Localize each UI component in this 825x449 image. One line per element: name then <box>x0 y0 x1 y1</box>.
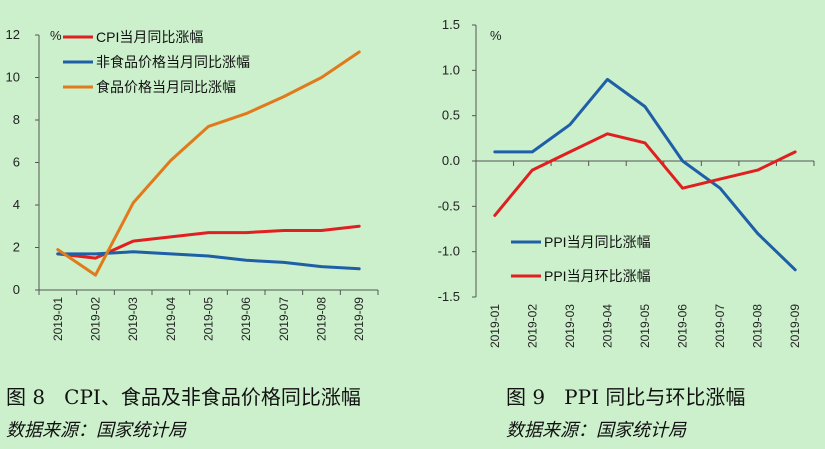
x-tick-label: 2019-05 <box>638 304 652 348</box>
series-line-3 <box>56 50 361 277</box>
y-tick-label: 0 <box>13 282 20 297</box>
x-tick-label: 2019-02 <box>525 304 539 348</box>
y-tick-label: 1.0 <box>442 62 460 77</box>
ppi-chart-panel: 1.5 1.0 0.5 0.0 -0.5 -1.0 -1.5 2019-01 2019-02 20… <box>430 0 825 380</box>
x-tick-label: 2019-08 <box>751 304 765 348</box>
x-tick-label: 2019-01 <box>488 304 502 348</box>
x-tick-label: 2019-03 <box>126 297 140 341</box>
legend-label-2: PPI当月环比涨幅 <box>544 268 651 284</box>
y-unit-label: % <box>490 28 502 43</box>
y-tick-label: 4 <box>13 197 20 212</box>
y-unit-label: % <box>50 28 62 43</box>
x-tick-label: 2019-02 <box>89 297 103 341</box>
x-tick-label: 2019-09 <box>352 297 366 341</box>
legend-label-1: PPI当月同比涨幅 <box>544 234 651 250</box>
legend-label-3: 食品价格当月同比涨幅 <box>96 79 236 95</box>
figure-8-source: 数据来源：国家统计局 <box>6 420 186 441</box>
x-tick-label: 2019-07 <box>277 297 291 341</box>
y-tick-label: -1.0 <box>438 244 460 259</box>
y-tick-label: 6 <box>13 155 20 170</box>
figure-9-caption: 图 9 PPI 同比与环比涨幅 <box>506 385 746 409</box>
legend-label-1: CPI当月同比涨幅 <box>96 29 203 45</box>
y-tick-label: 8 <box>13 112 20 127</box>
x-tick-label: 2019-07 <box>713 304 727 348</box>
x-tick-label: 2019-06 <box>239 297 253 341</box>
x-tick-label: 2019-08 <box>315 297 329 341</box>
figure-9-source: 数据来源：国家统计局 <box>506 420 686 441</box>
ppi-line-chart: 1.5 1.0 0.5 0.0 -0.5 -1.0 -1.5 2019-01 2019-02 20… <box>438 17 815 348</box>
x-tick-label: 2019-01 <box>51 297 65 341</box>
x-tick-label: 2019-09 <box>788 304 802 348</box>
x-tick-label: 2019-03 <box>563 304 577 348</box>
cpi-chart-panel: 0 2 4 6 8 10 12 2019-01 2019-02 2019-03 2019-04 201… <box>0 0 430 380</box>
y-tick-label: 10 <box>6 70 20 85</box>
y-tick-label: 1.5 <box>442 17 460 32</box>
y-tick-label: -1.5 <box>438 289 460 304</box>
series-line-1 <box>493 77 797 272</box>
cpi-line-chart: 0 2 4 6 8 10 12 2019-01 2019-02 2019-03 2019-04 201… <box>6 27 379 341</box>
series-line-2 <box>493 132 797 217</box>
y-tick-label: -0.5 <box>438 198 460 213</box>
x-tick-label: 2019-04 <box>600 304 614 348</box>
y-tick-label: 0.0 <box>442 153 460 168</box>
legend-label-2: 非食品价格当月同比涨幅 <box>96 54 250 70</box>
y-tick-label: 0.5 <box>442 108 460 123</box>
y-tick-label: 2 <box>13 240 20 255</box>
figure-8-caption: 图 8 CPI、食品及非食品价格同比涨幅 <box>6 385 361 409</box>
x-tick-label: 2019-05 <box>202 297 216 341</box>
x-tick-label: 2019-06 <box>676 304 690 348</box>
y-tick-label: 12 <box>6 27 20 42</box>
x-tick-label: 2019-04 <box>164 297 178 341</box>
